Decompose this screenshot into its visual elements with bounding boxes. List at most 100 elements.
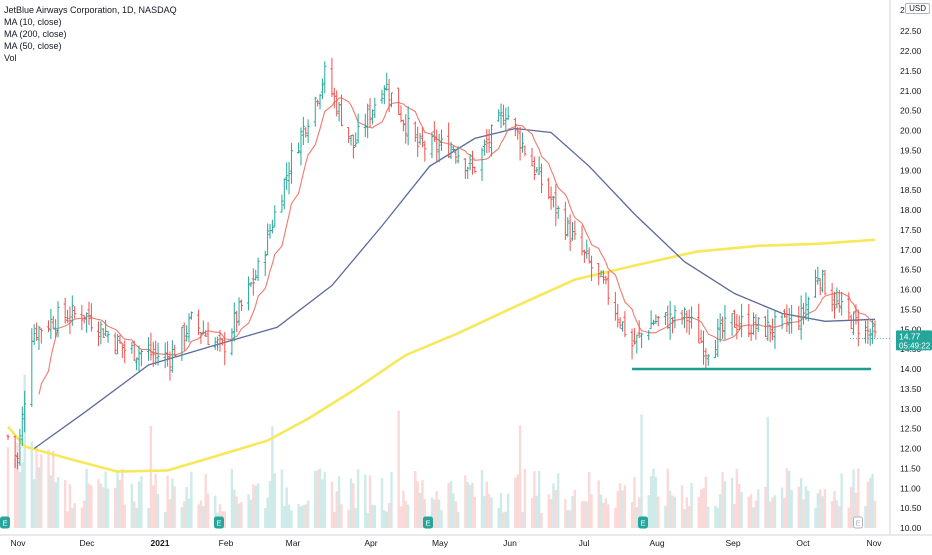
ohlc-bar bbox=[587, 247, 591, 264]
ohlc-bar bbox=[497, 109, 501, 122]
ohlc-bar bbox=[685, 310, 689, 333]
ohlc-bar bbox=[354, 132, 358, 147]
ohlc-bar bbox=[506, 106, 510, 120]
ohlc-bar bbox=[563, 201, 567, 240]
ohlc-bar bbox=[149, 332, 153, 361]
ohlc-bar bbox=[168, 351, 172, 381]
volume-bar bbox=[123, 504, 126, 528]
ohlc-bar bbox=[616, 303, 620, 328]
ohlc-bar bbox=[85, 312, 89, 333]
ohlc-bar bbox=[404, 114, 408, 144]
ohlc-bar bbox=[847, 292, 851, 321]
y-tick-label: 12.50 bbox=[900, 424, 922, 434]
volume-bar bbox=[702, 487, 705, 528]
last-price-value: 14.77 bbox=[899, 331, 921, 341]
volume-bar bbox=[771, 497, 774, 528]
volume-bar bbox=[452, 493, 455, 528]
currency-label[interactable]: USD bbox=[905, 3, 930, 14]
earnings-badge-box bbox=[853, 516, 863, 529]
ohlc-bar bbox=[251, 268, 255, 296]
ohlc-bar bbox=[663, 312, 667, 326]
ohlc-bar bbox=[751, 312, 756, 335]
ohlc-bar bbox=[263, 250, 267, 277]
ohlc-bar bbox=[699, 329, 703, 344]
ohlc-bar bbox=[513, 117, 517, 137]
ohlc-bar bbox=[218, 329, 222, 352]
ohlc-bar bbox=[189, 311, 194, 320]
ohlc-bar bbox=[516, 126, 520, 140]
ohlc-bar bbox=[854, 304, 858, 325]
ohlc-bar bbox=[532, 156, 536, 181]
volume-bar bbox=[254, 485, 257, 528]
ohlc-bar bbox=[599, 270, 603, 278]
ohlc-bar bbox=[837, 289, 841, 313]
ohlc-bar bbox=[566, 217, 570, 237]
volume-bar bbox=[306, 500, 310, 528]
ohlc-bar bbox=[106, 330, 110, 343]
ohlc-bar bbox=[535, 166, 539, 173]
ohlc-bar bbox=[487, 129, 491, 153]
ohlc-bar bbox=[820, 269, 825, 293]
ohlc-bar bbox=[235, 310, 239, 333]
volume-bar bbox=[85, 468, 88, 528]
ohlc-bar bbox=[756, 317, 760, 332]
ohlc-bar bbox=[385, 72, 389, 91]
earnings-badge[interactable]: E bbox=[638, 516, 648, 529]
ohlc-bar bbox=[551, 195, 556, 208]
volume-bar bbox=[54, 482, 57, 528]
volume-bar bbox=[218, 504, 222, 528]
ohlc-bar bbox=[246, 276, 251, 311]
volume-bar bbox=[106, 488, 110, 528]
ohlc-bar bbox=[830, 282, 834, 312]
ma200-line bbox=[7, 238, 876, 473]
ohlc-bar bbox=[287, 161, 291, 195]
earnings-badge[interactable]: E bbox=[214, 516, 224, 529]
earnings-badge[interactable]: E bbox=[853, 516, 863, 529]
ohlc-bar bbox=[187, 313, 191, 343]
ohlc-bar bbox=[430, 132, 434, 159]
volume-bar bbox=[266, 497, 269, 528]
ohlc-bar bbox=[630, 328, 634, 360]
volume-bar bbox=[135, 508, 138, 528]
volume-bar bbox=[614, 507, 617, 528]
volume-bar bbox=[314, 470, 317, 528]
volume-bar bbox=[473, 496, 477, 528]
y-tick-label: 13.50 bbox=[900, 384, 922, 394]
ohlc-bar bbox=[585, 239, 589, 259]
legend-ma200[interactable]: MA (200, close) bbox=[4, 29, 67, 39]
ohlc-bar bbox=[687, 309, 691, 335]
volume-bar bbox=[83, 500, 86, 528]
volume-bar bbox=[256, 483, 260, 528]
ohlc-bar bbox=[804, 292, 808, 321]
ohlc-bar bbox=[835, 287, 839, 309]
legend-ma10[interactable]: MA (10, close) bbox=[4, 17, 62, 27]
ohlc-bar bbox=[456, 146, 460, 164]
ohlc-bar bbox=[154, 340, 158, 366]
y-tick-label: 23 bbox=[900, 5, 910, 15]
volume-bar bbox=[780, 487, 784, 528]
ohlc-bar bbox=[871, 319, 875, 344]
volume-bar bbox=[716, 507, 719, 528]
volume-bar bbox=[873, 500, 877, 528]
ohlc-bar bbox=[266, 223, 270, 256]
chart-legend: JetBlue Airways Corporation, 1D, NASDAQ … bbox=[4, 4, 177, 64]
ohlc-bar bbox=[413, 121, 417, 142]
ohlc-bar bbox=[220, 338, 224, 346]
ohlc-bar bbox=[330, 57, 334, 98]
volume-bar bbox=[68, 484, 72, 528]
x-tick-label: May bbox=[432, 538, 449, 548]
volume-bar bbox=[140, 476, 143, 528]
earnings-badge[interactable]: E bbox=[0, 516, 10, 529]
ohlc-bar bbox=[766, 309, 770, 341]
earnings-badge[interactable]: E bbox=[423, 516, 433, 529]
volume-bar bbox=[835, 500, 839, 528]
volume-bar bbox=[387, 502, 391, 528]
volume-bar bbox=[871, 473, 874, 528]
ohlc-bar bbox=[701, 330, 706, 365]
legend-volume[interactable]: Vol bbox=[4, 53, 17, 63]
legend-ma50[interactable]: MA (50, close) bbox=[4, 41, 62, 51]
volume-bar bbox=[554, 490, 558, 528]
